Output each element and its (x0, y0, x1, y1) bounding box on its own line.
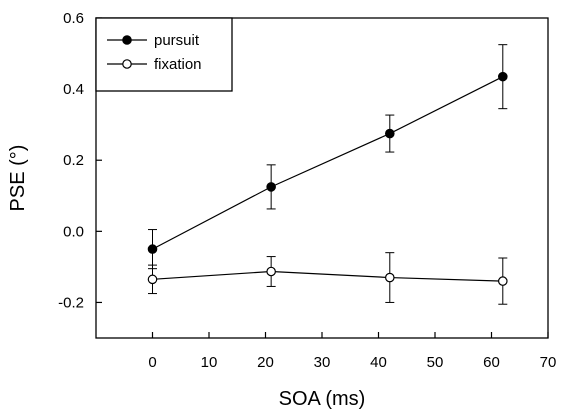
series-line (152, 76, 504, 250)
legend-label: pursuit (154, 32, 200, 49)
x-tick-label: 0 (148, 354, 156, 371)
y-tick-label: 0.4 (63, 81, 84, 98)
data-point (266, 266, 276, 277)
series-0 (147, 44, 508, 270)
data-point (147, 274, 158, 285)
y-tick-label: 0.6 (63, 10, 84, 27)
data-point (497, 71, 508, 82)
x-tick-label: 70 (540, 354, 557, 371)
series-1 (147, 252, 508, 305)
y-tick-label: 0.2 (63, 152, 84, 169)
x-tick-label: 20 (257, 354, 274, 371)
y-axis-title: PSE (°) (7, 145, 29, 212)
data-point (147, 244, 158, 254)
data-point (497, 276, 508, 286)
y-tick-label: 0.0 (63, 223, 84, 240)
y-axis-ticks: -0.2 0.0 0.2 0.4 0.6 (58, 10, 102, 311)
x-axis-title: SOA (ms) (279, 388, 366, 410)
x-tick-label: 30 (314, 354, 331, 371)
legend: pursuit fixation (95, 17, 233, 92)
data-point (384, 272, 395, 283)
legend-label: fixation (154, 56, 202, 73)
data-point (266, 182, 276, 192)
x-tick-label: 50 (427, 354, 444, 371)
x-tick-label: 40 (370, 354, 387, 371)
legend-box (95, 17, 233, 92)
x-tick-label: 10 (201, 354, 218, 371)
series-layer (147, 44, 508, 305)
x-axis-ticks: 0 10 20 30 40 50 60 70 (148, 332, 556, 371)
x-tick-label: 60 (483, 354, 500, 371)
series-line (152, 270, 503, 282)
data-point (384, 128, 395, 139)
y-tick-label: -0.2 (58, 294, 84, 311)
legend-marker (122, 35, 132, 45)
legend-marker (122, 59, 132, 69)
